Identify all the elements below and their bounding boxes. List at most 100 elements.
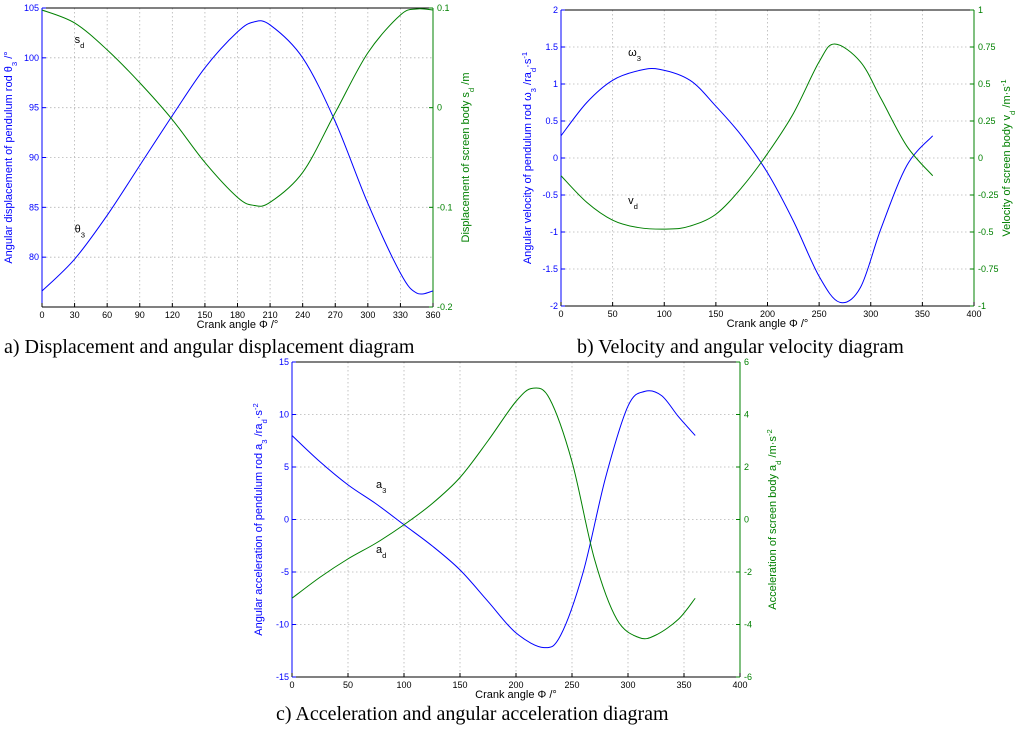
x-tick-label: 240	[295, 310, 310, 320]
y-left-tick-label: 5	[284, 462, 289, 472]
x-tick-label: 350	[676, 680, 691, 690]
y-right-tick-label: 0	[744, 515, 749, 525]
y-right-tick-label: 0.25	[978, 116, 996, 126]
series-annotation-label: a3	[376, 479, 386, 495]
caption-panel-a: a) Displacement and angular displacement…	[4, 336, 415, 358]
y-left-tick-label: -1.5	[542, 264, 558, 274]
y-right-tick-label: -0.2	[437, 302, 453, 312]
chart-panel-b: 0 50 100 150 200 250 300 350 400 -2 -1.5 -1 -0.5 0 0.5…	[520, 5, 1017, 330]
series-line-1	[41, 8, 434, 207]
series-annotation-label: θ3	[75, 223, 85, 239]
x-tick-label: 300	[863, 309, 878, 319]
x-tick-label: 330	[393, 310, 408, 320]
y-right-tick-label: -0.1	[437, 202, 453, 212]
y-right-tick-label: 6	[744, 357, 749, 367]
series-annotation-label: ad	[376, 544, 386, 560]
y-right-tick-label: -6	[744, 672, 752, 682]
series-line-0	[560, 67, 934, 304]
y-left-tick-label: 105	[24, 3, 39, 13]
x-tick-label: 0	[39, 310, 44, 320]
y-left-tick-label: -5	[281, 567, 289, 577]
x-tick-label: 400	[732, 680, 747, 690]
y-right-tick-label: 0.5	[978, 79, 991, 89]
y-left-tick-label: 0	[553, 153, 558, 163]
x-tick-label: 200	[760, 309, 775, 319]
x-axis-label: Crank angle Φ /°	[727, 318, 809, 330]
chart-panel-c: 0 50 100 150 200 250 300 350 400 -15 -10 -5 0 5 10 15 -6…	[251, 357, 783, 701]
y-right-tick-label: 1	[978, 5, 983, 15]
y-right-tick-label: 0.1	[437, 3, 450, 13]
caption-panel-b: b) Velocity and angular velocity diagram	[577, 336, 904, 358]
y-left-tick-label: 2	[553, 5, 558, 15]
y-left-tick-label: 100	[24, 53, 39, 63]
y-left-tick-label: 1	[553, 79, 558, 89]
x-tick-label: 210	[263, 310, 278, 320]
caption-panel-c: c) Acceleration and angular acceleration…	[276, 703, 669, 725]
series-line-1	[291, 387, 696, 640]
y-right-tick-label: 2	[744, 462, 749, 472]
series-line-1	[560, 43, 934, 230]
y-left-tick-label: 0.5	[545, 116, 558, 126]
y-left-tick-label: -1	[550, 227, 558, 237]
x-tick-label: 30	[70, 310, 80, 320]
x-tick-label: 150	[197, 310, 212, 320]
x-tick-label: 120	[165, 310, 180, 320]
y-right-axis-label: Displacement of screen body sd /m	[460, 73, 476, 243]
y-left-tick-label: 1.5	[545, 42, 558, 52]
x-tick-label: 0	[558, 309, 563, 319]
y-left-tick-label: 85	[29, 202, 39, 212]
series-line-0	[291, 390, 696, 649]
x-tick-label: 50	[608, 309, 618, 319]
y-left-tick-label: 90	[29, 153, 39, 163]
series-annotation-label: ω3	[628, 47, 641, 63]
x-tick-label: 300	[620, 680, 635, 690]
x-tick-label: 250	[812, 309, 827, 319]
x-tick-label: 50	[343, 680, 353, 690]
y-right-tick-label: -0.75	[978, 264, 999, 274]
x-tick-label: 400	[966, 309, 981, 319]
y-right-tick-label: -1	[978, 301, 986, 311]
y-left-tick-label: 0	[284, 515, 289, 525]
y-left-axis-label: Angular velocity of pendulum rod ω3 /rad…	[520, 52, 538, 264]
y-right-tick-label: -4	[744, 620, 752, 630]
x-tick-label: 270	[328, 310, 343, 320]
y-left-tick-label: -0.5	[542, 190, 558, 200]
y-left-tick-label: 95	[29, 103, 39, 113]
y-left-tick-label: -2	[550, 301, 558, 311]
y-left-axis-label: Angular acceleration of pendulum rod a3 …	[251, 403, 269, 636]
y-right-tick-label: 4	[744, 410, 749, 420]
x-tick-label: 180	[230, 310, 245, 320]
y-left-tick-label: 80	[29, 252, 39, 262]
x-tick-label: 350	[915, 309, 930, 319]
x-tick-label: 150	[708, 309, 723, 319]
series-annotation-label: sd	[75, 34, 85, 50]
series-annotation-label: vd	[628, 195, 638, 211]
x-tick-label: 360	[425, 310, 440, 320]
x-axis-label: Crank angle Φ /°	[197, 319, 279, 331]
x-tick-label: 250	[564, 680, 579, 690]
x-tick-label: 100	[396, 680, 411, 690]
x-tick-label: 0	[289, 680, 294, 690]
x-tick-label: 200	[508, 680, 523, 690]
y-right-axis-label: Acceleration of screen body ad /m·s-2	[765, 429, 783, 610]
y-left-axis-label: Angular displacement of pendulum rod θ3 …	[3, 51, 19, 263]
y-right-axis-label: Velocity of screen body vd /m·s-1	[999, 79, 1017, 236]
y-left-tick-label: 10	[279, 410, 289, 420]
y-right-tick-label: 0	[978, 153, 983, 163]
x-tick-label: 60	[102, 310, 112, 320]
y-right-tick-label: -0.25	[978, 190, 999, 200]
chart-panel-a: 0 30 60 90 120 150 180 210 240 270 300 330 360 80 85 90…	[3, 3, 476, 331]
series-line-0	[41, 20, 434, 295]
x-tick-label: 90	[135, 310, 145, 320]
y-left-tick-label: -15	[276, 672, 289, 682]
y-right-tick-label: 0.75	[978, 42, 996, 52]
y-left-tick-label: -10	[276, 620, 289, 630]
x-tick-label: 150	[452, 680, 467, 690]
y-right-tick-label: 0	[437, 103, 442, 113]
x-axis-label: Crank angle Φ /°	[475, 689, 557, 701]
x-tick-label: 100	[657, 309, 672, 319]
y-right-tick-label: -0.5	[978, 227, 994, 237]
x-tick-label: 300	[360, 310, 375, 320]
y-left-tick-label: 15	[279, 357, 289, 367]
